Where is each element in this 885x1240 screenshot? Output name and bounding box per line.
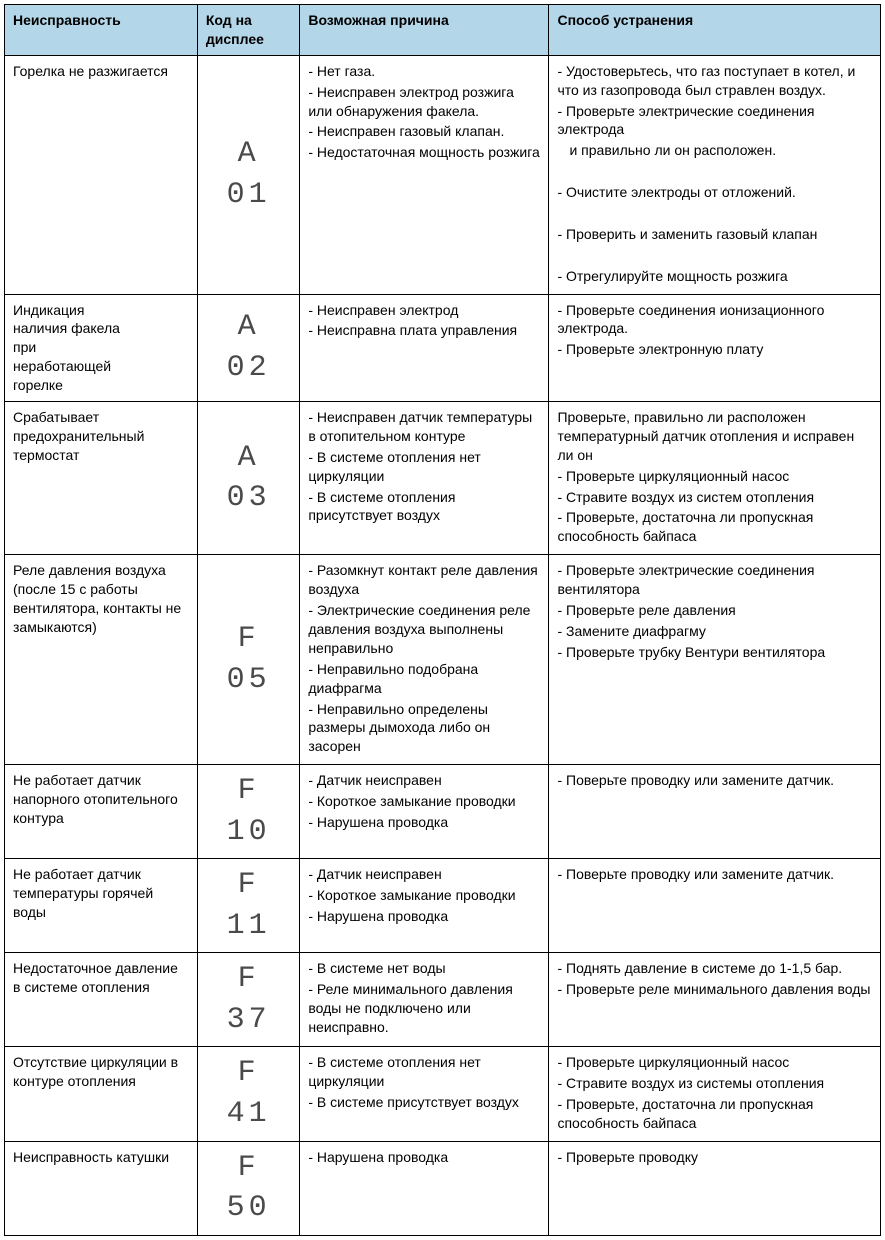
table-row: Неисправность катушкиF 50- Нарушена пров…	[5, 1141, 881, 1235]
cause-cell: - Неисправен датчик температуры в отопит…	[300, 402, 549, 555]
fix-cell: - Поверьте проводку или замените датчик.	[549, 765, 881, 859]
table-row: Горелка не разжигаетсяA 01- Нет газа.- Н…	[5, 55, 881, 294]
col-header-fix: Способ устранения	[549, 5, 881, 56]
cause-cell: - Нет газа.- Неисправен электрод розжига…	[300, 55, 549, 294]
display-code-cell: F 41	[197, 1047, 299, 1142]
seven-segment-code: A 03	[206, 438, 291, 519]
table-row: Отсутствие циркуляции в контуре отоплени…	[5, 1047, 881, 1142]
seven-segment-code: F 05	[206, 619, 291, 700]
display-code-cell: F 05	[197, 555, 299, 765]
fix-cell: - Проверьте циркуляционный насос- Страви…	[549, 1047, 881, 1142]
display-code-cell: F 10	[197, 765, 299, 859]
fault-cell: Реле давления воздуха (после 15 с работы…	[5, 555, 198, 765]
display-code-cell: F 50	[197, 1141, 299, 1235]
fix-cell: Проверьте, правильно ли расположен темпе…	[549, 402, 881, 555]
display-code-cell: A 02	[197, 294, 299, 401]
seven-segment-code: F 50	[206, 1148, 291, 1229]
seven-segment-code: F 11	[206, 865, 291, 946]
display-code-cell: F 37	[197, 953, 299, 1047]
fault-cell: Не работает датчик напорного отопительно…	[5, 765, 198, 859]
cause-cell: - Разомкнут контакт реле давления воздух…	[300, 555, 549, 765]
cause-cell: - Неисправен электрод- Неисправна плата …	[300, 294, 549, 401]
col-header-fault: Неисправность	[5, 5, 198, 56]
fix-cell: - Удостоверьтесь, что газ поступает в ко…	[549, 55, 881, 294]
fix-cell: - Проверьте электрические соединения вен…	[549, 555, 881, 765]
error-codes-table: Неисправность Код на дисплее Возможная п…	[4, 4, 881, 1236]
table-body: Горелка не разжигаетсяA 01- Нет газа.- Н…	[5, 55, 881, 1235]
cause-cell: - Датчик неисправен- Короткое замыкание …	[300, 765, 549, 859]
seven-segment-code: F 41	[206, 1053, 291, 1134]
table-row: Недостаточное давление в системе отоплен…	[5, 953, 881, 1047]
table-row: Не работает датчик температуры горячей в…	[5, 859, 881, 953]
fix-cell: - Поверьте проводку или замените датчик.	[549, 859, 881, 953]
fix-cell: - Проверьте проводку	[549, 1141, 881, 1235]
fault-cell: Индикацияналичия факелапринеработающейго…	[5, 294, 198, 401]
fault-cell: Не работает датчик температуры горячей в…	[5, 859, 198, 953]
fault-cell: Неисправность катушки	[5, 1141, 198, 1235]
display-code-cell: F 11	[197, 859, 299, 953]
seven-segment-code: A 01	[206, 134, 291, 215]
fix-cell: - Поднять давление в системе до 1-1,5 ба…	[549, 953, 881, 1047]
cause-cell: - В системе отопления нет циркуляции- В …	[300, 1047, 549, 1142]
seven-segment-code: F 37	[206, 959, 291, 1040]
display-code-cell: A 03	[197, 402, 299, 555]
col-header-code: Код на дисплее	[197, 5, 299, 56]
seven-segment-code: F 10	[206, 771, 291, 852]
fault-cell: Горелка не разжигается	[5, 55, 198, 294]
table-row: Индикацияналичия факелапринеработающейго…	[5, 294, 881, 401]
col-header-cause: Возможная причина	[300, 5, 549, 56]
fault-cell: Недостаточное давление в системе отоплен…	[5, 953, 198, 1047]
table-row: Реле давления воздуха (после 15 с работы…	[5, 555, 881, 765]
display-code-cell: A 01	[197, 55, 299, 294]
table-row: СрабатываетпредохранительныйтермостатA 0…	[5, 402, 881, 555]
table-header-row: Неисправность Код на дисплее Возможная п…	[5, 5, 881, 56]
cause-cell: - В системе нет воды- Реле минимального …	[300, 953, 549, 1047]
table-row: Не работает датчик напорного отопительно…	[5, 765, 881, 859]
cause-cell: - Нарушена проводка	[300, 1141, 549, 1235]
fault-cell: Отсутствие циркуляции в контуре отоплени…	[5, 1047, 198, 1142]
fix-cell: - Проверьте соединения ионизационного эл…	[549, 294, 881, 401]
fault-cell: Срабатываетпредохранительныйтермостат	[5, 402, 198, 555]
seven-segment-code: A 02	[206, 307, 291, 388]
cause-cell: - Датчик неисправен- Короткое замыкание …	[300, 859, 549, 953]
